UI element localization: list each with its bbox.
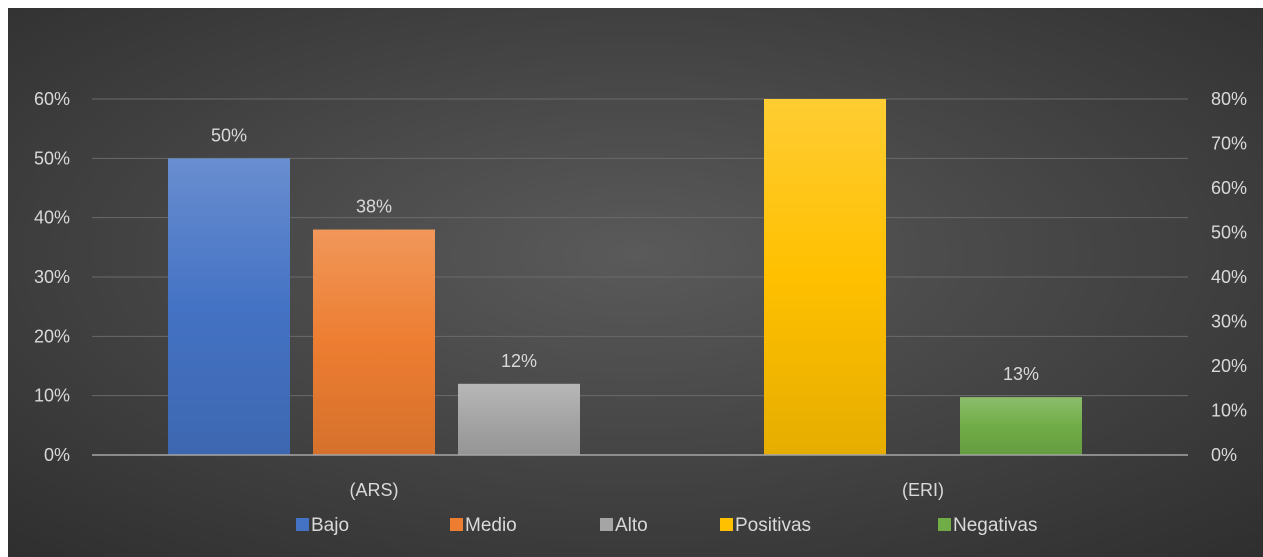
data-label-negativas: 13% xyxy=(1003,364,1039,384)
right-tick-label: 80% xyxy=(1211,89,1247,109)
data-label-alto: 12% xyxy=(501,351,537,371)
category-labels: (ARS) (ERI) xyxy=(350,480,945,500)
legend-label-positivas: Positivas xyxy=(735,515,811,536)
right-axis-ticks: 0% 10% 20% 30% 40% 50% 60% 70% 80% xyxy=(1211,89,1247,465)
right-tick-label: 30% xyxy=(1211,312,1247,332)
bar-bajo xyxy=(168,158,290,456)
right-tick-label: 10% xyxy=(1211,401,1247,421)
bar-negativas xyxy=(960,397,1082,455)
bar-medio xyxy=(313,229,435,455)
right-tick-label: 70% xyxy=(1211,134,1247,154)
right-tick-label: 20% xyxy=(1211,356,1247,376)
legend-label-alto: Alto xyxy=(615,515,648,536)
category-label: (ARS) xyxy=(350,480,399,500)
right-tick-label: 50% xyxy=(1211,223,1247,243)
legend-swatch-medio xyxy=(450,518,463,531)
left-tick-label: 20% xyxy=(34,326,70,346)
chart: 0% 10% 20% 30% 40% 50% 60% 0% 10% 20% 30% 40% 50% 60… xyxy=(8,8,1263,557)
legend-swatch-positivas xyxy=(720,518,733,531)
legend-swatch-alto xyxy=(600,518,613,531)
legend-swatch-bajo xyxy=(296,518,309,531)
legend-label-medio: Medio xyxy=(465,515,517,536)
data-label-medio: 38% xyxy=(356,197,392,217)
data-labels: 50% 38% 12% 13% xyxy=(211,125,1039,384)
chart-frame: 0% 10% 20% 30% 40% 50% 60% 0% 10% 20% 30% 40% 50% 60… xyxy=(8,8,1263,557)
bar-positivas xyxy=(764,99,886,455)
right-tick-label: 0% xyxy=(1211,445,1237,465)
left-tick-label: 10% xyxy=(34,386,70,406)
legend-label-negativas: Negativas xyxy=(953,515,1038,536)
legend-label-bajo: Bajo xyxy=(311,515,349,536)
left-axis-ticks: 0% 10% 20% 30% 40% 50% 60% xyxy=(34,89,70,465)
bars xyxy=(168,99,1082,456)
left-tick-label: 0% xyxy=(44,445,70,465)
legend: Bajo Medio Alto Positivas Negativas xyxy=(296,515,1038,536)
legend-swatch-negativas xyxy=(938,518,951,531)
left-tick-label: 50% xyxy=(34,148,70,168)
left-tick-label: 60% xyxy=(34,89,70,109)
right-tick-label: 40% xyxy=(1211,267,1247,287)
data-label-bajo: 50% xyxy=(211,125,247,145)
right-tick-label: 60% xyxy=(1211,178,1247,198)
bar-alto xyxy=(458,383,580,455)
left-tick-label: 30% xyxy=(34,267,70,287)
category-label: (ERI) xyxy=(902,480,944,500)
left-tick-label: 40% xyxy=(34,208,70,228)
